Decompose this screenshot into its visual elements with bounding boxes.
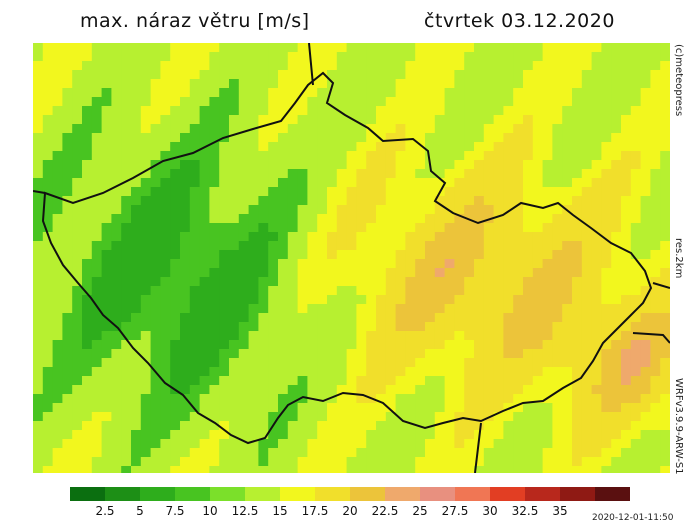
legend-label: 20 xyxy=(342,504,358,518)
legend-swatch xyxy=(210,487,245,501)
resolution-label: res.2km xyxy=(673,238,684,279)
legend-swatch xyxy=(490,487,525,501)
run-timestamp: 2020-12-01-11:50 xyxy=(592,513,674,523)
legend-swatch xyxy=(420,487,455,501)
legend-swatch xyxy=(70,487,105,501)
legend-swatch xyxy=(525,487,560,501)
legend-swatch xyxy=(280,487,315,501)
legend-swatch xyxy=(350,487,385,501)
legend-label: 25 xyxy=(412,504,428,518)
forecast-date: čtvrtek 03.12.2020 xyxy=(424,10,615,32)
legend-swatch xyxy=(140,487,175,501)
legend-label: 10 xyxy=(202,504,218,518)
wind-gust-map xyxy=(33,43,670,473)
copyright-label: (c)meteopress xyxy=(673,44,684,117)
region-border xyxy=(33,43,670,473)
legend-label: 17.5 xyxy=(301,504,329,518)
legend-label: 30 xyxy=(482,504,498,518)
legend-swatch xyxy=(245,487,280,501)
model-label: WRFv3.9.9-ARW-S1 xyxy=(673,378,684,475)
legend-label: 15 xyxy=(272,504,288,518)
legend-label: 32.5 xyxy=(511,504,539,518)
legend-label: 27.5 xyxy=(441,504,469,518)
legend-swatch xyxy=(175,487,210,501)
legend-label: 12.5 xyxy=(231,504,259,518)
legend-labels: 2.5 5 7.5 10 12.5 15 17.5 20 22.5 25 27.5 30 32.5 35 xyxy=(70,504,630,518)
legend-label: 22.5 xyxy=(371,504,399,518)
legend-label: 7.5 xyxy=(165,504,185,518)
legend-label: 35 xyxy=(552,504,568,518)
czech-border xyxy=(41,71,653,445)
legend-label: 2.5 xyxy=(95,504,115,518)
color-legend xyxy=(70,487,630,501)
legend-swatch xyxy=(455,487,490,501)
legend-swatch xyxy=(385,487,420,501)
legend-swatch xyxy=(595,487,630,501)
legend-swatch xyxy=(105,487,140,501)
legend-swatch xyxy=(315,487,350,501)
wind-grid xyxy=(33,43,670,473)
legend-label: 5 xyxy=(136,504,144,518)
legend-swatch xyxy=(560,487,595,501)
map-title: max. náraz větru [m/s] xyxy=(80,10,310,32)
